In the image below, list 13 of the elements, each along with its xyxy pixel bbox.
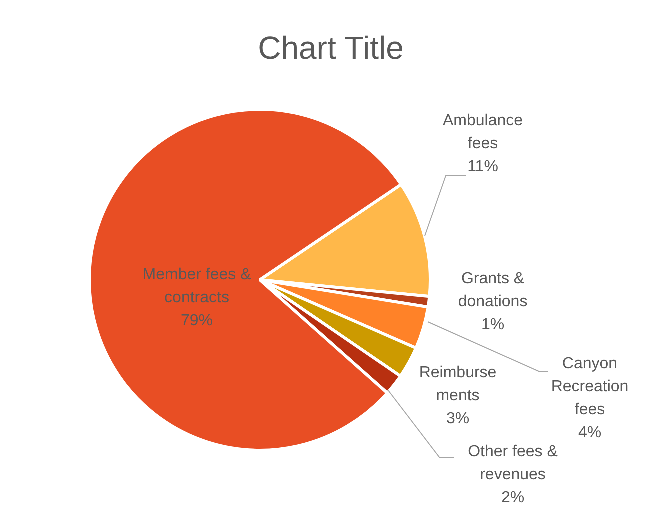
slice-label: Grants & donations xyxy=(458,270,528,310)
chart-title: Chart Title xyxy=(257,30,405,67)
data-label: 11% xyxy=(468,158,498,176)
data-label: 79% xyxy=(180,312,214,330)
slice-label: Ambulance fees xyxy=(442,112,524,152)
data-label: 1% xyxy=(481,316,505,334)
slice-label: Canyon Recreation fees xyxy=(551,355,629,418)
slice-label: Other fees & revenues xyxy=(468,443,558,484)
slice-label: Reimbursements xyxy=(419,364,497,404)
data-label: 2% xyxy=(501,489,525,506)
data-label: 4% xyxy=(578,424,602,442)
slice-label: Member fees & contracts xyxy=(142,266,252,306)
data-label: 3% xyxy=(446,410,470,428)
